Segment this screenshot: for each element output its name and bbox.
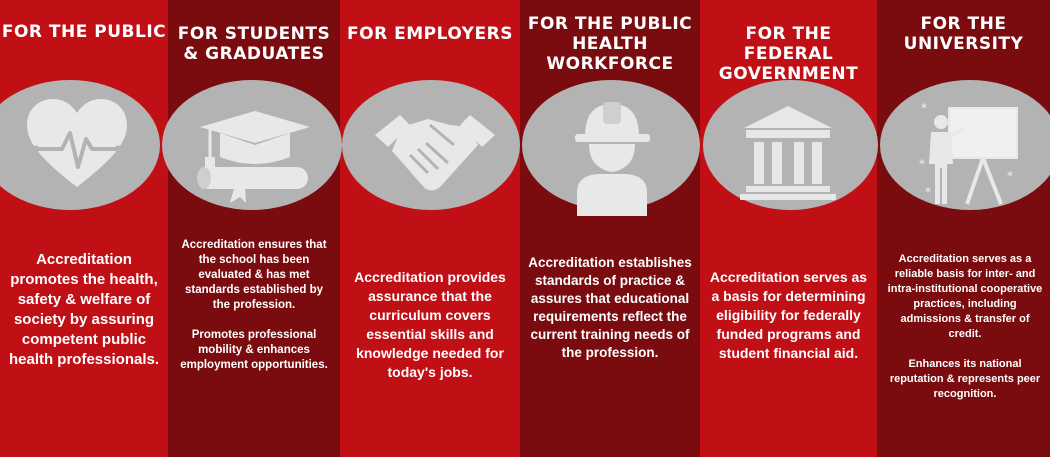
government-building-icon — [740, 106, 836, 200]
column-body-text: Accreditation establishes standards of p… — [528, 255, 692, 360]
column-title: FOR THE PUBLIC HEALTH WORKFORCE — [527, 14, 693, 74]
column-public — [0, 0, 168, 457]
svg-text:*: * — [1007, 169, 1013, 183]
svg-text:*: * — [919, 157, 925, 171]
svg-text:*: * — [921, 101, 927, 115]
column-workforce — [520, 0, 700, 457]
hard-hat-worker-icon — [575, 102, 650, 216]
svg-text:*: * — [925, 185, 931, 199]
column-body-text: Accreditation serves as a basis for dete… — [709, 269, 868, 361]
column-body-text: Accreditation serves as a reliable basis… — [887, 253, 1043, 400]
column-students — [168, 0, 340, 457]
heart-pulse-icon — [27, 99, 127, 187]
column-title: FOR THE FEDERAL GOVERNMENT — [718, 24, 859, 84]
column-employers — [340, 0, 520, 457]
column-title: FOR EMPLOYERS — [347, 24, 513, 44]
column-body-text: Accreditation promotes the health, safet… — [8, 251, 160, 368]
column-university — [877, 0, 1050, 457]
handshake-icon — [375, 115, 495, 191]
column-federal — [700, 0, 877, 457]
column-title: FOR THE UNIVERSITY — [903, 14, 1024, 54]
column-title: FOR THE PUBLIC — [1, 22, 167, 42]
column-body-text: Accreditation provides assurance that th… — [354, 269, 506, 380]
column-body-text: Accreditation ensures that the school ha… — [180, 239, 328, 371]
presenter-whiteboard-icon: * * * * — [919, 101, 1018, 205]
column-title: FOR STUDENTS & GRADUATES — [177, 24, 331, 64]
graduation-cap-diploma-icon — [197, 111, 310, 203]
